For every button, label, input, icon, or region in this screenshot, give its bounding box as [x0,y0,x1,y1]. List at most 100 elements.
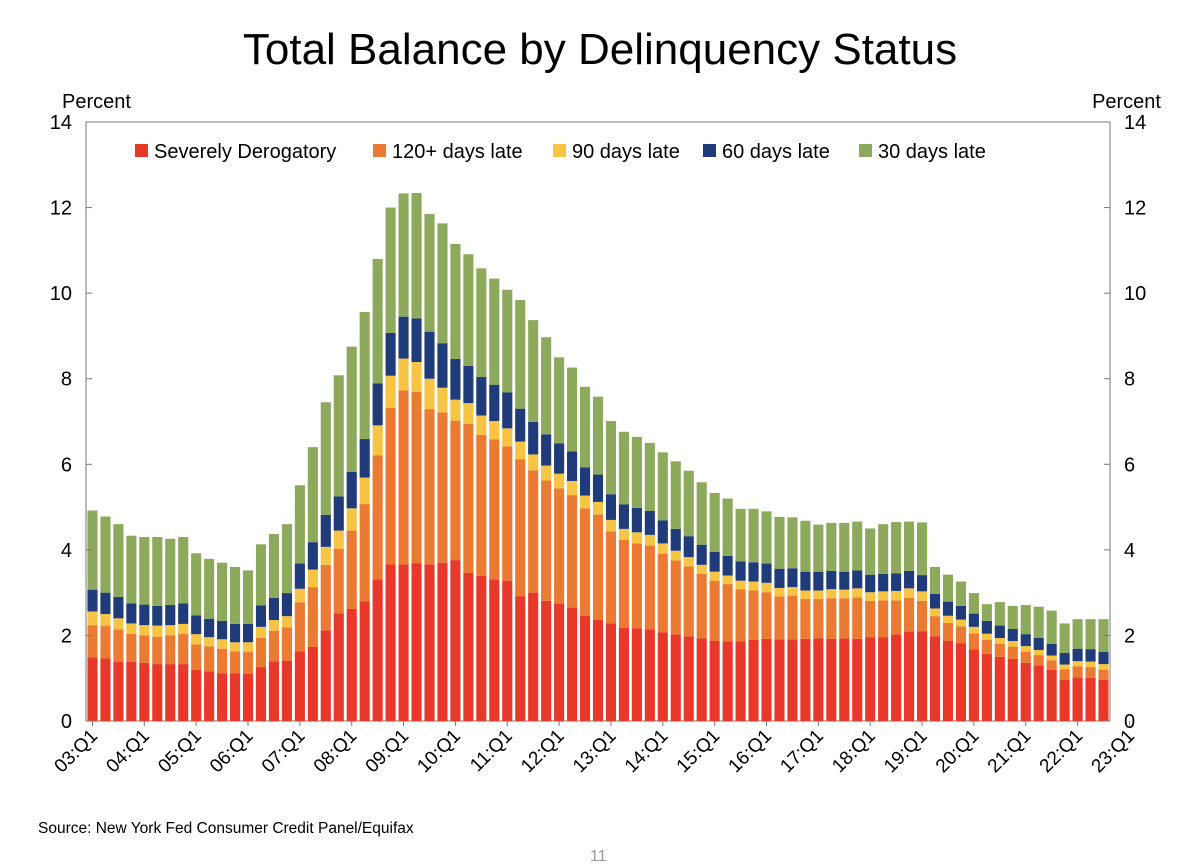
bar-segment-4 [735,508,746,562]
bar-segment-2 [307,569,318,588]
bar-segment-3 [139,604,150,626]
bar-segment-1 [359,504,370,602]
bar-segment-0 [1098,679,1109,721]
bar-segment-0 [891,634,902,721]
bar-segment-4 [450,243,461,360]
bar-segment-3 [1085,649,1096,662]
bar-segment-0 [528,592,539,721]
bar-segment-2 [528,454,539,471]
bar-segment-4 [748,508,759,563]
bar-segment-1 [852,597,863,639]
y-tick-label-left: 4 [61,540,72,562]
bar-segment-3 [813,571,824,591]
bar-segment-0 [579,615,591,721]
bar-segment-4 [87,510,98,590]
bar-segment-2 [554,473,565,489]
bar-segment-2 [644,534,655,546]
bar-segment-2 [605,519,617,532]
bar-segment-4 [787,517,798,569]
bar-segment-1 [255,638,267,668]
y-tick-label-left: 14 [50,112,72,134]
bar-segment-0 [515,596,526,721]
bar-segment-3 [955,605,966,620]
bar-segment-4 [644,442,655,511]
bar-segment-1 [204,646,215,672]
bar-segment-2 [800,590,811,600]
bar-segment-0 [100,658,111,721]
bar-segment-2 [268,620,279,631]
bar-segment-0 [152,664,163,721]
bar-segment-3 [515,408,526,442]
bar-segment-4 [878,524,889,574]
x-tick-label: 03:Q1 [51,726,102,777]
bar-segment-4 [113,524,124,597]
bar-segment-2 [631,532,642,544]
bar-segment-1 [994,643,1005,657]
bar-segment-0 [631,628,642,721]
bar-segment-1 [839,598,850,639]
bar-segment-4 [463,254,474,366]
bar-segment-2 [242,642,254,652]
bar-segment-3 [320,514,331,547]
bar-segment-2 [463,403,474,424]
x-tick-label: 07:Q1 [258,726,309,777]
bar-segment-4 [994,602,1005,626]
bar-segment-0 [411,563,422,721]
bar-segment-1 [476,434,487,576]
legend-label-0: Severely Derogatory [154,141,336,163]
bar-segment-3 [891,573,902,591]
bar-segment-4 [865,528,876,575]
bar-segment-2 [178,623,189,634]
bar-segment-4 [554,357,565,444]
y-tick-label-left: 0 [61,711,72,733]
bar-segment-3 [748,562,759,582]
bar-segment-3 [359,439,370,478]
x-tick-label: 19:Q1 [880,726,931,777]
bar-segment-1 [761,592,772,639]
page-number: 11 [590,848,607,865]
bar-segment-0 [955,643,966,721]
bar-segment-2 [165,625,176,636]
bar-segment-1 [424,409,435,565]
bar-segment-0 [981,653,992,721]
bar-segment-0 [670,634,681,721]
bar-segment-0 [787,639,798,721]
bar-segment-0 [204,671,215,721]
bar-segment-0 [281,660,292,721]
bar-segment-1 [541,480,552,601]
bar-segment-0 [333,613,344,721]
bar-segment-1 [865,600,876,638]
bar-segment-0 [644,629,655,721]
bar-segment-3 [1098,651,1109,665]
bar-segment-3 [852,570,863,589]
bar-segment-4 [800,520,811,572]
bar-segment-4 [294,485,305,564]
bar-segment-0 [489,579,500,721]
bar-segment-3 [113,596,124,619]
bar-segment-3 [463,365,474,404]
bar-segment-4 [981,604,992,621]
bar-segment-0 [904,631,915,721]
bar-segment-4 [502,289,513,393]
bar-segment-4 [904,521,915,571]
bar-segment-2 [787,587,798,596]
bar-segment-3 [217,620,228,640]
bar-segment-2 [489,421,500,440]
bar-segment-0 [320,630,331,721]
bar-segment-3 [929,593,941,609]
bar-segment-3 [787,568,798,588]
x-tick-label: 20:Q1 [932,726,983,777]
bar-segment-4 [541,337,552,435]
bar-segment-2 [385,375,396,408]
bar-segment-1 [722,584,733,642]
bar-segment-2 [411,362,422,392]
bar-segment-0 [1020,662,1031,721]
bar-segment-4 [528,320,539,422]
bar-segment-2 [657,543,668,554]
bar-segment-3 [333,496,344,531]
legend: Severely Derogatory 120+ days late 90 days… [135,141,986,163]
bar-segment-0 [242,673,254,721]
x-tick-label: 23:Q1 [1088,726,1139,777]
bar-segment-4 [826,522,837,571]
bar-segment-2 [87,611,98,626]
